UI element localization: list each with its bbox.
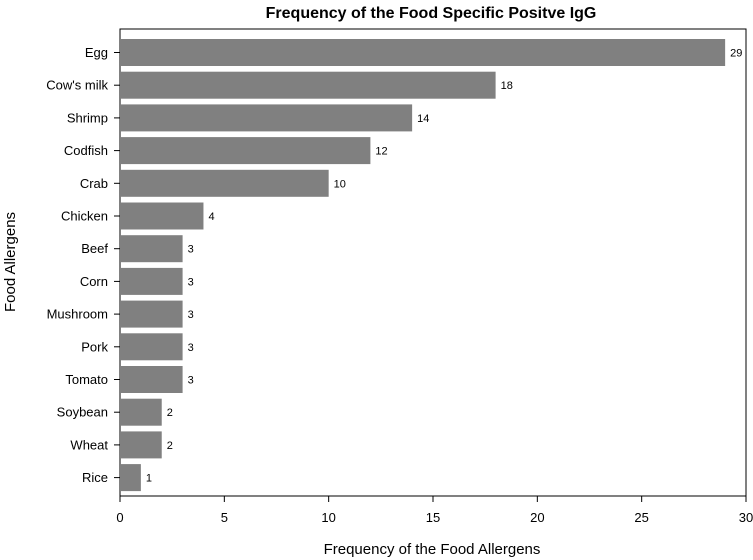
chart-title: Frequency of the Food Specific Positve I… [266,5,597,22]
x-tick-label: 15 [426,510,440,525]
bar [120,235,183,263]
bar [120,202,204,230]
category-tick-label: Pork [81,339,108,354]
y-axis-label: Food Allergens [2,212,19,312]
category-tick-label: Crab [80,176,108,191]
category-axis: Egg Cow's milk Shrimp Codfish Crab Chicken Bee… [46,45,120,485]
category-tick-label: Mushroom [47,307,108,322]
bar [120,300,183,328]
x-tick-label: 10 [321,510,335,525]
x-tick-label: 5 [221,510,228,525]
bar [120,464,141,492]
category-tick-label: Egg [85,45,108,60]
data-label: 3 [188,276,194,288]
category-tick-label: Corn [80,274,108,289]
plot-area-frame [119,28,747,497]
data-label: 18 [501,80,513,92]
data-label: 3 [188,244,194,256]
data-label: 10 [334,178,346,190]
category-tick-label: Shrimp [67,110,108,125]
bar [120,137,371,165]
bar [120,333,183,361]
category-tick-label: Wheat [70,437,108,452]
bar [120,398,162,426]
category-tick-label: Codfish [64,143,108,158]
x-tick-label: 25 [634,510,648,525]
bar [120,366,183,393]
data-label: 3 [188,342,194,354]
bar [120,71,496,99]
data-label: 4 [208,211,214,223]
data-label: 2 [167,440,173,452]
x-tick-label: 20 [530,510,544,525]
x-axis-label: Frequency of the Food Allergens [324,541,541,558]
x-tick-label: 30 [739,510,753,525]
bar [120,169,329,197]
data-label: 29 [730,48,742,60]
data-label: 12 [375,146,387,158]
data-label: 3 [188,309,194,321]
bar [120,267,183,295]
bar [120,104,413,132]
bar [120,39,726,66]
category-tick-label: Chicken [61,209,108,224]
category-tick-label: Cow's milk [46,78,108,93]
data-label: 3 [188,375,194,387]
category-tick-label: Beef [81,241,108,256]
data-label: 1 [146,473,152,485]
category-tick-label: Tomato [65,372,108,387]
category-tick-label: Rice [82,470,108,485]
value-axis: 0 5 10 15 20 25 30 [116,496,753,525]
x-tick-label: 0 [116,510,123,525]
data-label: 2 [167,407,173,419]
category-tick-label: Soybean [57,405,108,420]
data-label: 14 [417,113,429,125]
bars-group: 29 18 14 12 10 4 3 3 3 3 3 2 2 1 [120,39,742,492]
bar [120,431,162,459]
